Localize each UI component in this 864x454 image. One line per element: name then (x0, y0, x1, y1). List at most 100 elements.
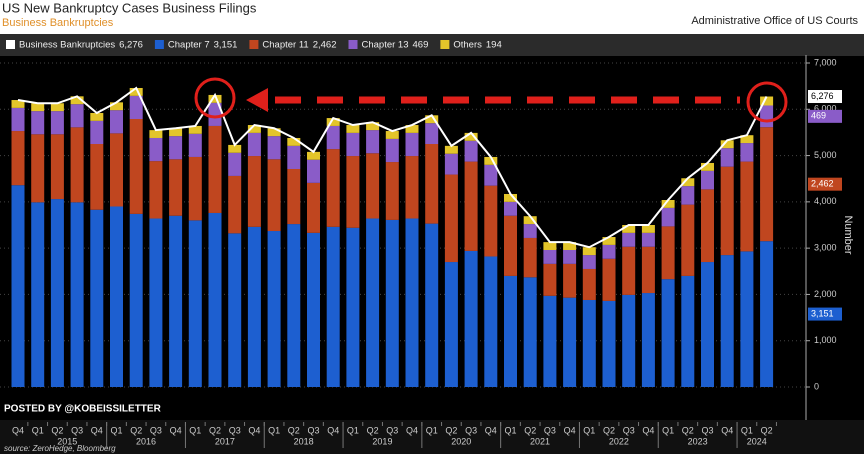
legend-swatch (6, 40, 15, 49)
bar-segment (169, 215, 183, 387)
x-tick-label: Q3 (386, 425, 398, 435)
bar-segment (149, 218, 163, 387)
bar-segment (169, 159, 183, 216)
bar-segment (110, 102, 123, 111)
bar-segment (11, 107, 25, 132)
bar-segment (444, 174, 458, 263)
bar-segment (188, 156, 202, 221)
x-tick-label: Q2 (130, 425, 142, 435)
bar-segment (326, 226, 340, 387)
legend-swatch (440, 40, 450, 49)
legend-bg (0, 34, 864, 56)
bar-segment (11, 100, 25, 108)
bar-segment (602, 244, 616, 259)
legend-value: 6,276 (119, 40, 143, 51)
bar-segment (366, 218, 380, 387)
bar-segment (366, 130, 380, 154)
bar-segment (760, 96, 774, 106)
bar-segment (385, 219, 399, 387)
value-tag-label: 469 (811, 111, 826, 121)
bar-segment (543, 263, 557, 296)
bar-segment (701, 162, 714, 171)
watermark: POSTED BY @KOBEISSILETTER (4, 404, 162, 415)
bar-segment (90, 120, 104, 144)
legend-swatch (154, 40, 164, 49)
x-tick-label: Q3 (150, 425, 162, 435)
bar-segment (90, 144, 104, 210)
bar-segment (70, 127, 84, 203)
bar-segment (543, 295, 557, 387)
bar-segment (31, 134, 45, 203)
bar-segment (385, 162, 399, 220)
year-label: 2023 (688, 436, 708, 446)
x-tick-label: Q4 (327, 425, 339, 435)
annotation (194, 77, 788, 123)
bar-segment (523, 237, 537, 278)
bar-segment (484, 156, 498, 165)
bar-segment (405, 156, 419, 219)
bar-segment (70, 202, 84, 387)
bar-segment (208, 212, 222, 387)
total-line (17, 86, 768, 249)
bar-segment (247, 226, 261, 387)
bar-segment (90, 209, 104, 387)
bar-segment (720, 140, 734, 149)
bar-segment (504, 201, 517, 216)
year-label: 2020 (451, 436, 471, 446)
x-tick-label: Q1 (504, 425, 516, 435)
bar-segment (307, 182, 320, 233)
bar-segment (169, 136, 183, 160)
bar-segment (464, 132, 478, 141)
x-tick-label: Q4 (721, 425, 733, 435)
bar-segment (287, 137, 301, 146)
bar-segment (720, 166, 734, 256)
bar-segment (444, 153, 458, 175)
bar-segment (641, 246, 655, 294)
bar-segment (385, 131, 399, 139)
bar-segment (405, 132, 419, 157)
year-label: 2015 (57, 436, 77, 446)
bar-segment (760, 241, 774, 387)
bar-segment (307, 151, 320, 160)
year-label: 2018 (294, 436, 314, 446)
x-tick-label: Q3 (71, 425, 83, 435)
x-tick-label: Q1 (110, 425, 122, 435)
x-tick-label: Q4 (91, 425, 103, 435)
bar-segment (188, 133, 202, 157)
bar-segment (661, 207, 675, 227)
x-tick-label: Q2 (603, 425, 615, 435)
bar-segment (701, 189, 714, 263)
bar-segment (622, 225, 636, 233)
legend-label: Others (453, 40, 482, 51)
bar-segment (129, 95, 143, 120)
source: source: ZeroHedge, Bloomberg (4, 444, 116, 453)
bar-segment (11, 185, 25, 387)
year-label: 2024 (747, 436, 767, 446)
bar-segment (228, 144, 242, 153)
bar-segment (543, 242, 557, 250)
bar-segment (661, 279, 675, 387)
x-tick-label: Q1 (662, 425, 674, 435)
bar-segment (129, 87, 143, 96)
bar-segment (740, 143, 754, 162)
bar-segment (385, 138, 399, 163)
y-tick-label: 7,000 (814, 57, 837, 67)
arrow-head (246, 88, 268, 112)
bar-segment (464, 161, 478, 251)
bar-segment (149, 130, 163, 138)
bar-segment (425, 144, 439, 224)
bar-segment (602, 258, 616, 301)
bar-segment (444, 145, 458, 154)
bar-segment (366, 153, 380, 219)
bar-segment (110, 110, 123, 134)
bar-segment (188, 125, 202, 134)
legend-value: 3,151 (214, 40, 238, 51)
bar-segment (701, 170, 714, 190)
x-tick-label: Q4 (564, 425, 576, 435)
bar-segment (563, 263, 577, 298)
bar-segment (602, 237, 616, 245)
bar-segment (366, 122, 380, 131)
bar-segment (504, 215, 517, 276)
bar-segment (405, 125, 419, 133)
bar-segment (641, 293, 655, 387)
